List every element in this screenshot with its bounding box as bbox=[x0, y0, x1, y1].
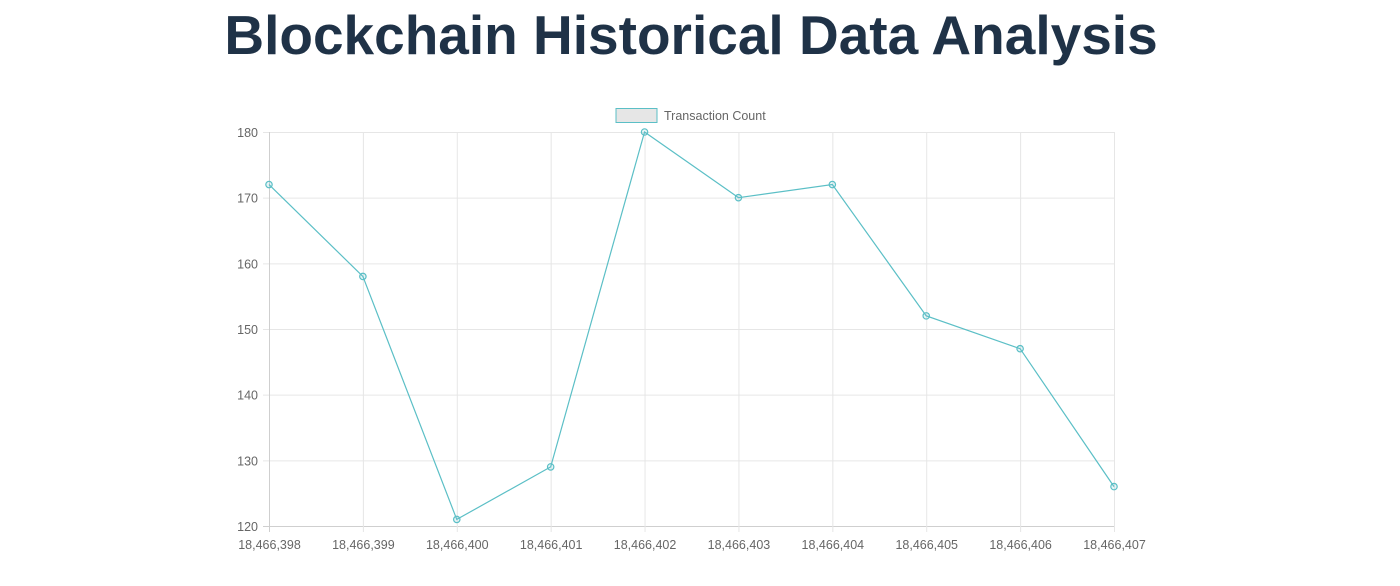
data-point[interactable] bbox=[640, 128, 649, 136]
x-tick-label: 18,466,401 bbox=[520, 538, 583, 552]
x-tick-label: 18,466,405 bbox=[895, 538, 958, 552]
x-tick-label: 18,466,403 bbox=[708, 538, 771, 552]
data-point[interactable] bbox=[359, 272, 367, 281]
data-point[interactable] bbox=[452, 515, 461, 524]
data-point[interactable] bbox=[1110, 482, 1118, 491]
y-tick-label: 180 bbox=[237, 126, 258, 140]
chart-legend[interactable]: Transaction Count bbox=[615, 108, 766, 124]
y-tick-label: 150 bbox=[237, 323, 258, 337]
x-tick-label: 18,466,404 bbox=[802, 538, 865, 552]
x-tick-label: 18,466,399 bbox=[332, 538, 395, 552]
y-tick-label: 170 bbox=[237, 192, 258, 206]
data-point[interactable] bbox=[546, 463, 555, 471]
x-tick-label: 18,466,400 bbox=[426, 538, 489, 552]
chart-grid bbox=[263, 132, 1115, 532]
y-tick-label: 160 bbox=[237, 257, 258, 271]
data-point[interactable] bbox=[828, 180, 837, 189]
legend-swatch bbox=[615, 108, 658, 123]
x-axis: 18,466,398 18,466,399 18,466,400 18,466,401… bbox=[238, 538, 1146, 552]
page-title: Blockchain Historical Data Analysis bbox=[224, 4, 1158, 66]
y-tick-label: 130 bbox=[237, 454, 258, 468]
y-tick-label: 120 bbox=[237, 520, 258, 534]
x-tick-label: 18,466,402 bbox=[614, 538, 677, 552]
x-tick-label: 18,466,407 bbox=[1083, 538, 1146, 552]
data-point[interactable] bbox=[734, 193, 743, 202]
data-point[interactable] bbox=[265, 180, 273, 189]
data-point[interactable] bbox=[1016, 344, 1024, 353]
series-transaction-count bbox=[265, 128, 1118, 524]
series-line bbox=[268, 131, 1115, 521]
legend-label: Transaction Count bbox=[664, 109, 766, 123]
y-axis: 120 130 140 150 160 170 180 bbox=[237, 126, 258, 534]
x-tick-label: 18,466,406 bbox=[989, 538, 1052, 552]
data-point[interactable] bbox=[922, 312, 931, 320]
y-tick-label: 140 bbox=[237, 389, 258, 403]
x-tick-label: 18,466,398 bbox=[238, 538, 301, 552]
